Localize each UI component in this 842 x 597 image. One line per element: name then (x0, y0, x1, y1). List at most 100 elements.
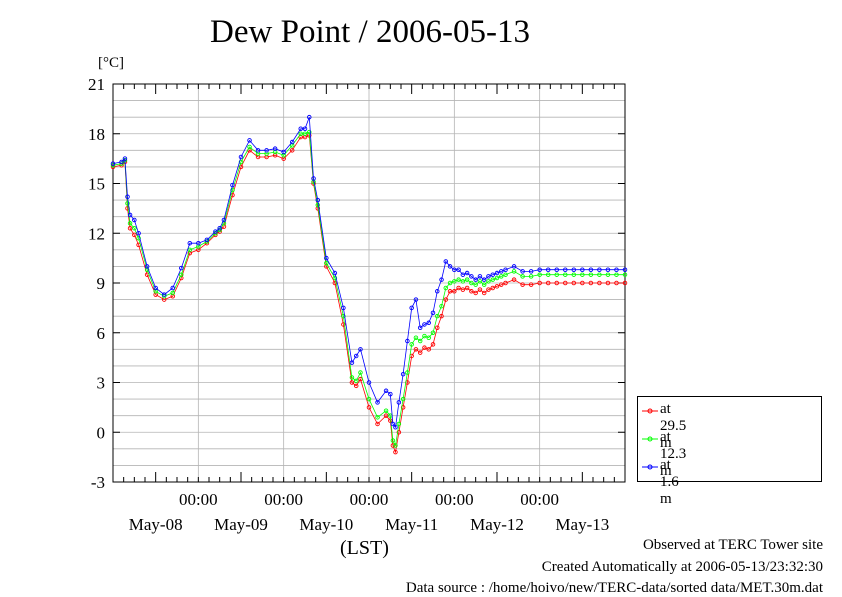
data-point (545, 272, 551, 277)
footer-created-note: Created Automatically at 2006-05-13/23:3… (541, 559, 823, 575)
data-point (464, 285, 470, 291)
data-point (443, 285, 449, 291)
data-point (349, 360, 355, 365)
data-point (469, 289, 474, 294)
data-point (537, 267, 542, 272)
data-point (545, 280, 551, 286)
data-point (537, 280, 542, 286)
y-tick-label: 9 (97, 274, 106, 293)
data-point (366, 396, 372, 402)
legend-label: at 12.3 m (660, 429, 687, 479)
chart-title: Dew Point / 2006-05-13 (210, 14, 530, 50)
data-point (580, 272, 585, 277)
data-point (597, 280, 602, 286)
series-line-0 (112, 134, 625, 454)
data-point (511, 269, 517, 274)
data-point (289, 148, 295, 153)
data-point (563, 280, 568, 286)
data-point (332, 275, 338, 281)
data-point (545, 267, 551, 272)
legend-label: at 29.5 m (660, 401, 687, 451)
data-point (503, 280, 508, 286)
footer-data-source: Data source : /home/hoivo/new/TERC-data/… (405, 580, 823, 596)
data-point (614, 267, 619, 272)
data-point (358, 370, 363, 375)
data-point (520, 274, 525, 279)
data-point (230, 192, 235, 198)
data-point (443, 297, 449, 302)
data-point (413, 347, 419, 352)
y-axis-unit-label: [°C] (98, 55, 124, 71)
data-point (230, 182, 235, 188)
data-point (298, 131, 303, 136)
y-tick-label: -3 (91, 473, 105, 492)
data-point (554, 280, 559, 286)
data-point (477, 279, 483, 284)
data-point (622, 272, 628, 277)
data-point (456, 267, 461, 272)
data-point (179, 265, 184, 271)
data-point (393, 425, 398, 430)
data-point (588, 280, 594, 286)
data-point (447, 280, 453, 286)
data-point (383, 388, 389, 394)
data-point (170, 285, 175, 291)
x-tick-date-label: May-08 (129, 515, 183, 534)
data-point (230, 187, 235, 193)
data-point (439, 277, 444, 282)
data-point (571, 267, 577, 272)
data-point (430, 342, 436, 347)
data-point (473, 290, 478, 296)
data-point (439, 313, 444, 319)
y-tick-label: 12 (88, 224, 105, 243)
data-point (341, 313, 346, 319)
data-point (179, 272, 184, 277)
x-tick-date-label: May-09 (214, 515, 268, 534)
data-point (366, 380, 372, 385)
data-point (324, 260, 329, 266)
y-tick-label: 21 (88, 75, 105, 94)
data-point (324, 255, 329, 261)
data-point (127, 226, 133, 231)
data-point (390, 438, 396, 443)
data-point (469, 274, 474, 279)
data-point (405, 370, 410, 375)
data-point (563, 272, 568, 277)
x-tick-time-label: 00:00 (179, 490, 218, 509)
data-point (136, 230, 141, 236)
data-point (481, 282, 487, 287)
data-point (255, 148, 261, 153)
data-point (622, 267, 628, 272)
data-point (417, 325, 423, 331)
data-point (393, 449, 398, 455)
data-point (439, 303, 444, 309)
data-point (430, 310, 436, 316)
x-axis-label: (LST) (340, 537, 389, 559)
data-point (393, 443, 398, 448)
data-point (447, 264, 453, 269)
data-point (281, 149, 286, 155)
data-point (264, 148, 269, 153)
data-point (375, 415, 380, 420)
data-point (571, 272, 577, 277)
data-point (125, 201, 130, 206)
data-point (597, 267, 602, 272)
data-point (426, 335, 431, 340)
data-point (341, 322, 346, 327)
data-point (341, 305, 346, 311)
data-point (332, 270, 338, 276)
data-point (494, 270, 500, 276)
data-point (456, 277, 461, 282)
data-point (247, 144, 252, 150)
data-point (353, 383, 359, 389)
x-tick-time-label: 00:00 (264, 490, 303, 509)
data-point (315, 202, 321, 208)
data-point (460, 272, 466, 277)
data-point (435, 313, 440, 319)
series-line-1 (112, 131, 625, 447)
data-point (469, 280, 474, 286)
x-tick-time-label: 00:00 (435, 490, 474, 509)
legend: at 29.5 m at 12.3 m at 1.6 m (637, 396, 822, 507)
data-point (390, 443, 396, 448)
data-point (486, 274, 491, 279)
